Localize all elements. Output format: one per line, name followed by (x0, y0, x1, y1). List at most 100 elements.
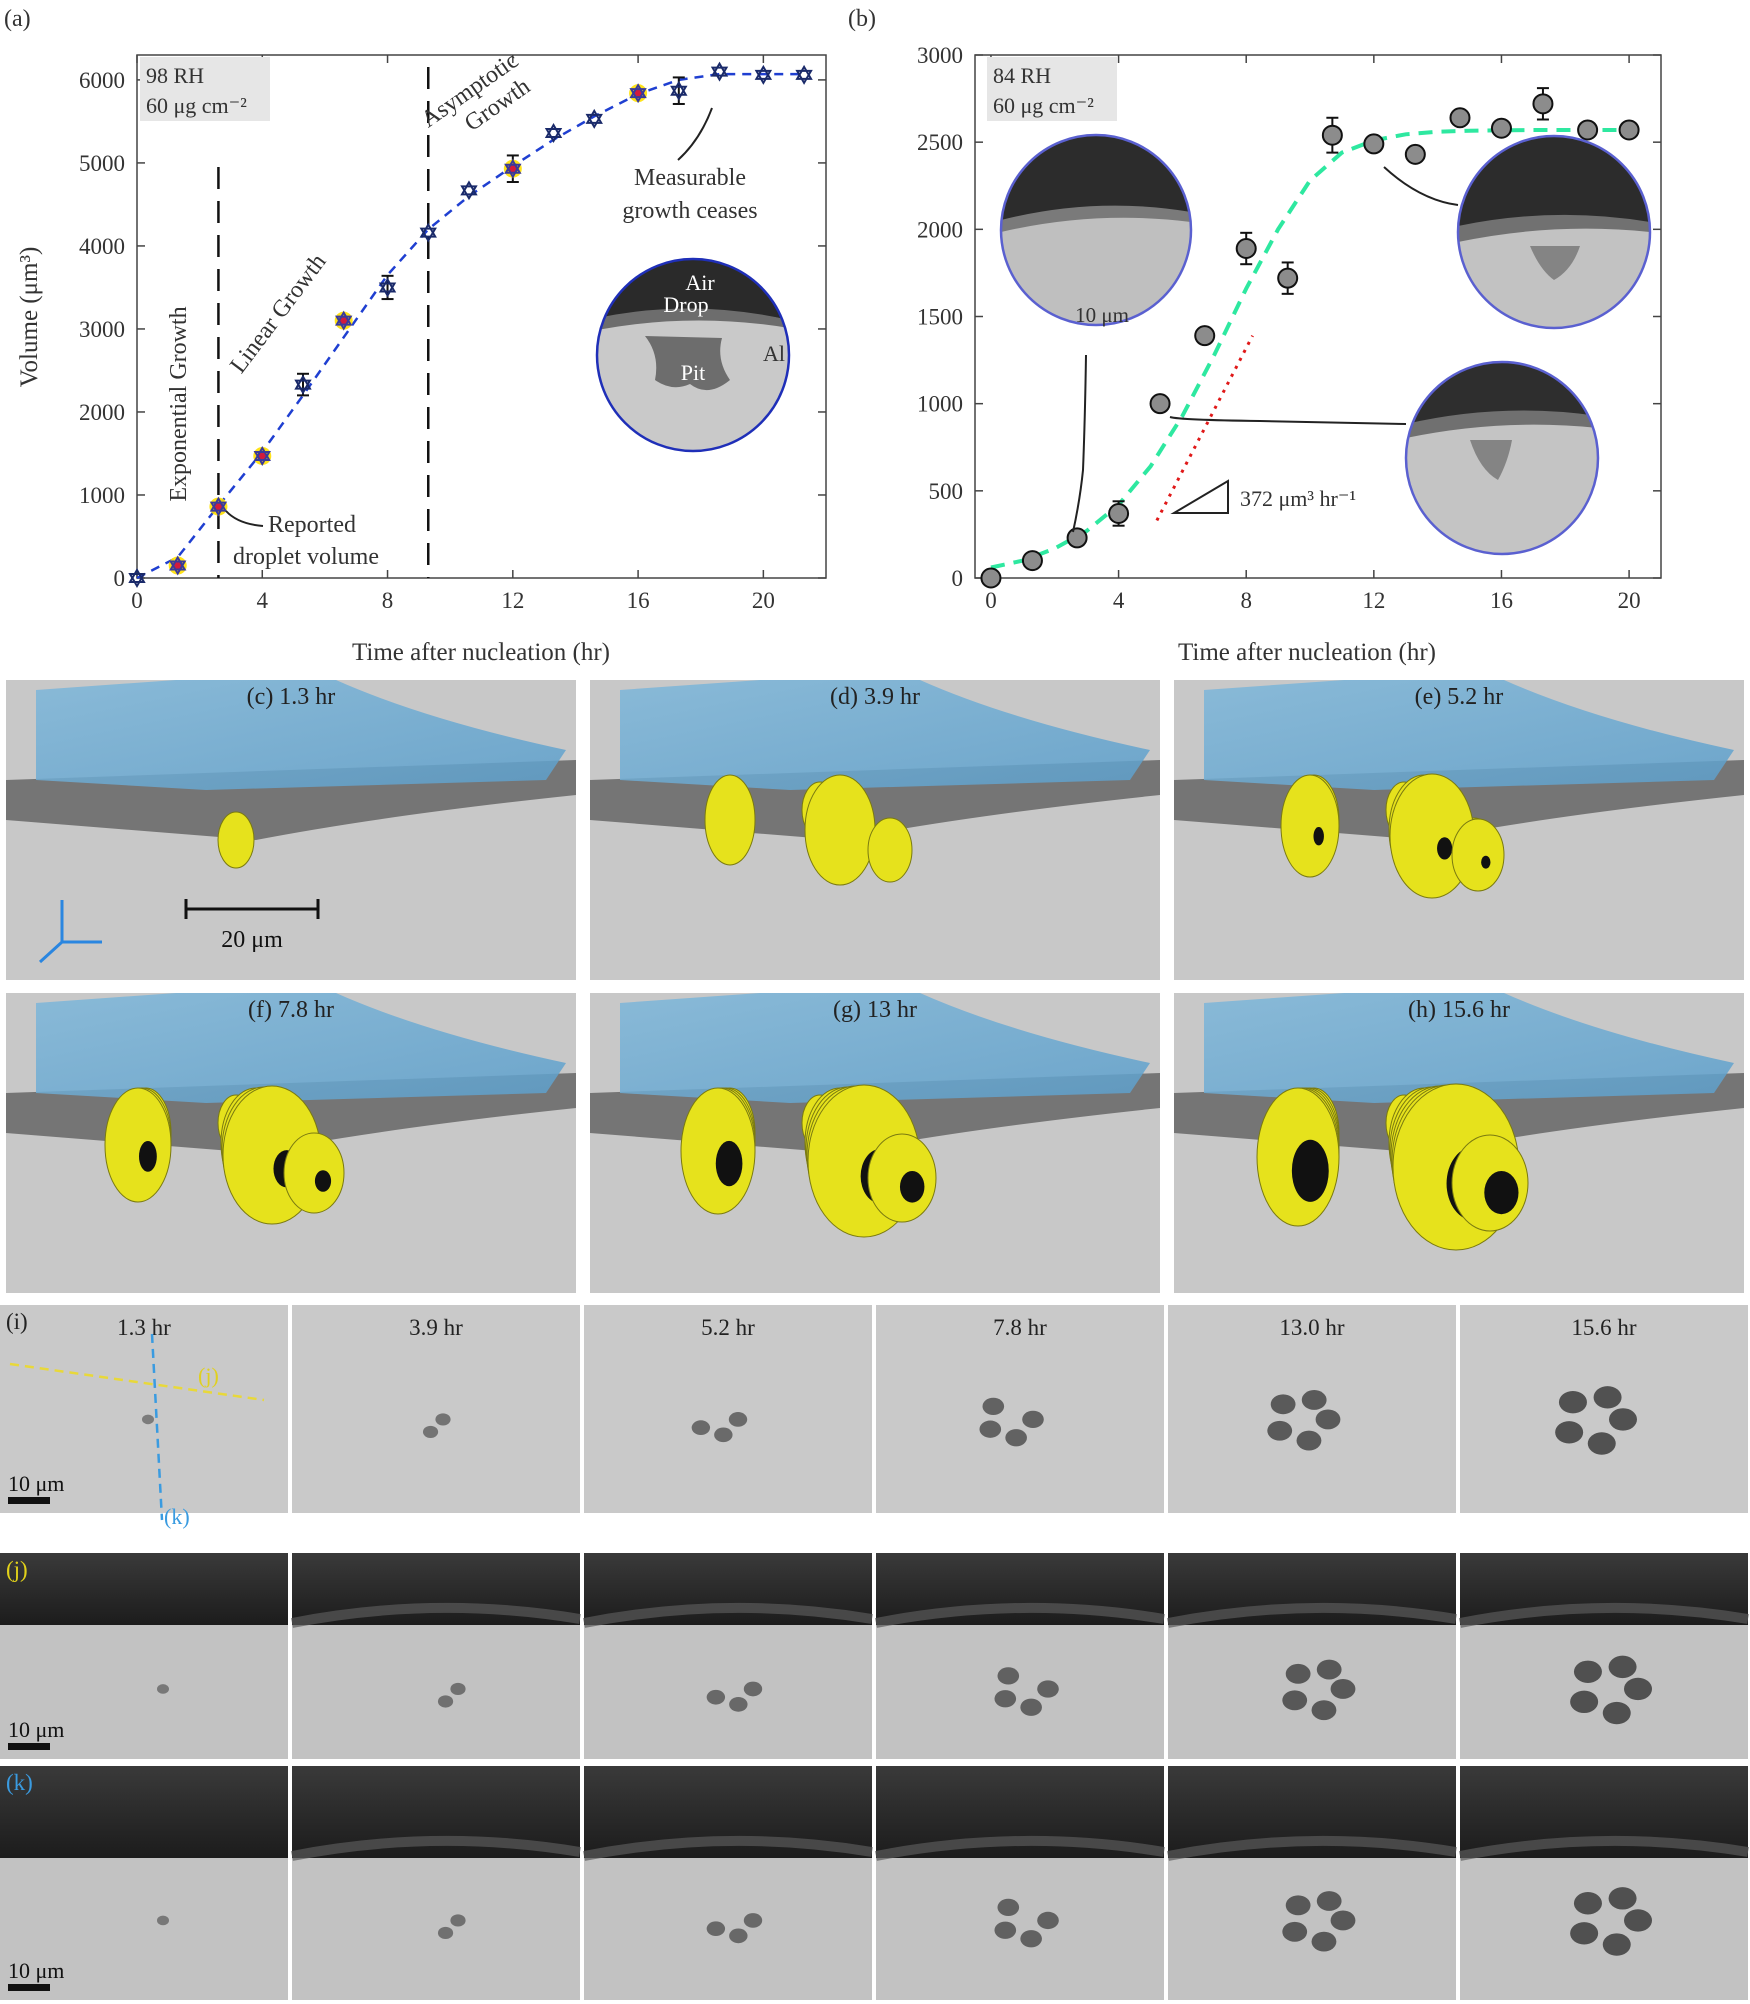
tomo-cell (291, 1766, 581, 2000)
tomo-drop-edge (1167, 1602, 1457, 1628)
data-point-star (585, 113, 603, 129)
tomo-pit (450, 1682, 466, 1696)
tomo-cell (1459, 1766, 1749, 2000)
tomo-row-label: (j) (6, 1557, 28, 1582)
tomo-time-label: 5.2 hr (701, 1315, 755, 1340)
panel-b-inset-early: 10 μm (999, 133, 1193, 337)
droplet (620, 993, 1150, 1103)
tomo-cell: (k) 10 μm (0, 1766, 288, 2000)
inset-label-pit: Pit (681, 360, 705, 385)
tomo-pit (1558, 1391, 1587, 1414)
tomo-cell: 3.9 hr (292, 1305, 580, 1513)
data-point (1449, 107, 1471, 129)
tomography-grid: 1.3 hr (i) 10 μm 3.9 hr 5.2 hr 7.8 hr 13.0 hr 1… (0, 1305, 1749, 2000)
tomo-pit (729, 1928, 748, 1944)
panel-a-inset: Air Drop Al Pit (595, 257, 791, 453)
x-tick-label: 8 (382, 588, 394, 613)
x-tick-label: 16 (1490, 588, 1513, 613)
y-tick-label: 0 (114, 566, 126, 591)
pit-volume (867, 1133, 937, 1223)
tomo-pit (1608, 1887, 1637, 1910)
tomo-pit (1267, 1420, 1293, 1441)
x-tick-label: 12 (501, 588, 524, 613)
inset-label-air: Air (685, 270, 715, 295)
tomo-drop-edge (291, 1602, 581, 1628)
panel-a-condition-line2: 60 μg cm⁻² (146, 93, 247, 118)
tomo-pit (1624, 1909, 1652, 1932)
render-panel: (g) 13 hr (590, 993, 1160, 1293)
tomo-pit (142, 1414, 154, 1425)
pit-new-growth (1437, 837, 1453, 860)
tomo-cell: 7.8 hr (876, 1305, 1164, 1513)
data-point (980, 567, 1002, 589)
tomo-cell (583, 1766, 873, 2000)
pit-new-growth (1481, 855, 1491, 869)
data-point (1321, 124, 1343, 146)
tomo-pit (1022, 1410, 1044, 1429)
leader-mid (1169, 416, 1407, 425)
tomo-pit (1587, 1432, 1616, 1455)
data-point (253, 445, 271, 461)
annotation-exponential-growth: Exponential Growth (166, 306, 192, 501)
x-tick-label: 16 (627, 588, 650, 613)
tomo-pit (157, 1915, 169, 1926)
data-point-star (544, 128, 563, 144)
data-point (670, 80, 688, 96)
y-tick-label: 1500 (917, 305, 963, 330)
x-tick-label: 4 (1113, 588, 1125, 613)
tomo-cell (875, 1553, 1165, 1759)
slice-line-k (150, 1333, 164, 1521)
slope-label: 372 μm³ hr⁻¹ (1240, 486, 1356, 511)
tomo-pit (1593, 1386, 1622, 1409)
tomo-air (0, 1553, 288, 1625)
y-tick-label: 2000 (79, 400, 125, 425)
tomo-pit (1602, 1933, 1631, 1956)
tomo-pit (997, 1898, 1020, 1917)
tomo-cell (1167, 1553, 1457, 1759)
data-point-star (335, 315, 353, 331)
droplet (36, 993, 566, 1103)
y-tick-label: 6000 (79, 68, 125, 93)
data-point (1194, 325, 1216, 347)
data-point-star (294, 379, 312, 395)
tomo-pit (994, 1921, 1017, 1939)
pit-volume (1451, 818, 1505, 892)
panel-b-condition-box (987, 57, 1117, 121)
data-point (795, 64, 813, 80)
slice-line-k-label: (k) (164, 1504, 190, 1529)
tomo-pit (706, 1689, 726, 1705)
data-point-star (754, 69, 773, 85)
x-tick-label: 20 (752, 588, 775, 613)
data-point (504, 158, 522, 174)
tomo-pit (1311, 1700, 1337, 1721)
tomo-cell (583, 1553, 873, 1759)
data-point (1066, 527, 1088, 549)
tomo-pit (1555, 1421, 1584, 1444)
tomo-cell (1459, 1553, 1749, 1759)
tomo-row-label: (k) (6, 1770, 33, 1795)
annotation-measurable-line1: Measurable (634, 165, 746, 191)
tomo-time-label: 15.6 hr (1571, 1315, 1637, 1340)
pit-volume (867, 817, 913, 883)
tomo-scale-label: 10 μm (8, 1471, 64, 1496)
data-point (544, 123, 563, 139)
data-point-star (629, 88, 647, 104)
data-point (1021, 550, 1043, 572)
data-point (629, 83, 647, 99)
render-panel-label: (c) 1.3 hr (247, 684, 336, 710)
tomo-pit (1285, 1895, 1311, 1916)
data-point-star (209, 501, 228, 517)
panel-b-inset-late (1456, 134, 1652, 330)
data-point (1490, 117, 1512, 139)
droplet (620, 680, 1150, 790)
tomo-pit (1270, 1394, 1296, 1415)
data-point (754, 64, 773, 80)
annotation-measurable-line2: growth ceases (622, 198, 757, 224)
y-tick-label: 1000 (79, 483, 125, 508)
data-point-star (253, 450, 271, 466)
panel-a: (a) 0 4 8 12 16 20 0 1000 2000 3000 4000 5000 6000 T… (4, 6, 827, 666)
render-panel: (e) 5.2 hr (1174, 680, 1744, 980)
tomo-pit (422, 1425, 439, 1439)
tomo-pit (994, 1690, 1017, 1708)
slice-line-j-label: (j) (198, 1363, 219, 1388)
